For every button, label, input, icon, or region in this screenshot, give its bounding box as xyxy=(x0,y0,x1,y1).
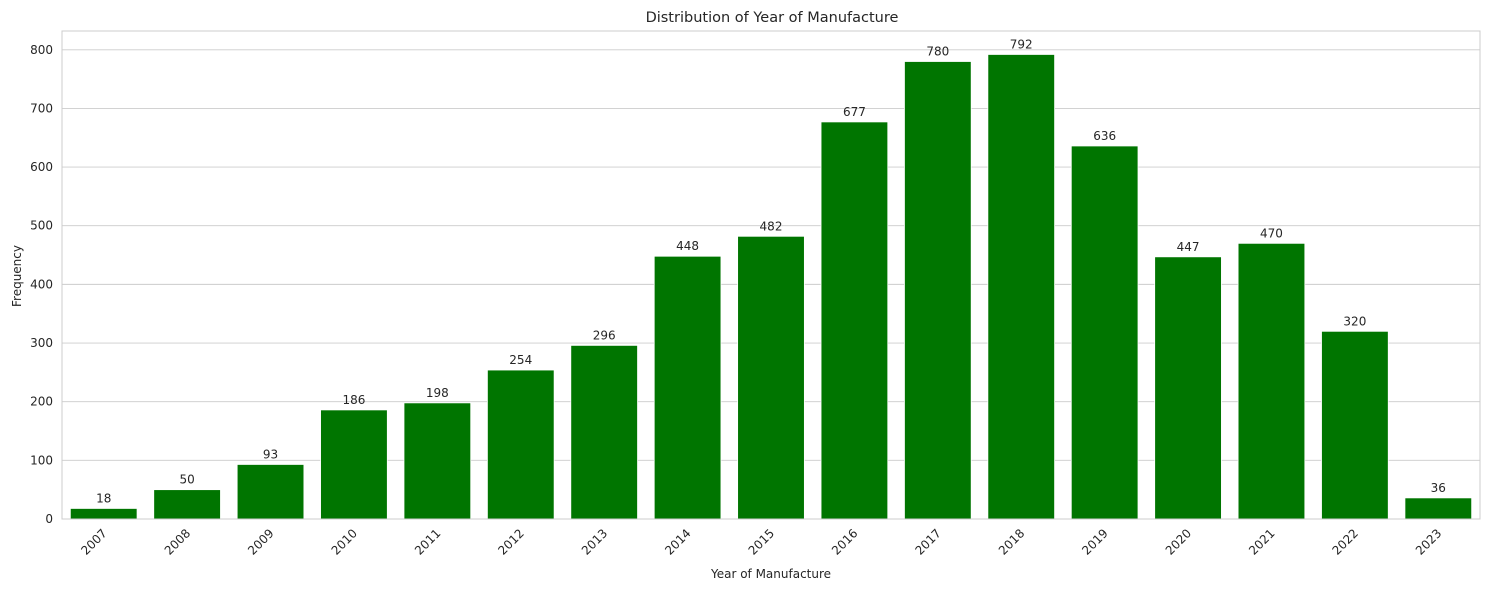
y-tick-label: 700 xyxy=(30,101,53,115)
bar-2009 xyxy=(236,464,305,520)
chart-title: Distribution of Year of Manufacture xyxy=(646,10,899,26)
y-tick-label: 0 xyxy=(45,512,53,526)
bar-2012 xyxy=(486,369,555,520)
x-tick-label-2016: 2016 xyxy=(829,526,860,557)
data-label-2016: 677 xyxy=(843,105,866,119)
data-label-2023: 36 xyxy=(1431,481,1446,495)
data-label-2011: 198 xyxy=(426,386,449,400)
data-label-2020: 447 xyxy=(1177,240,1200,254)
bar-2014 xyxy=(653,255,722,520)
x-axis-label: Year of Manufacture xyxy=(710,567,831,581)
x-tick-label-2015: 2015 xyxy=(746,526,777,557)
x-axis-ticks: 2007 2008 2009 2010 2011 2012 2013 2014 2015 2016… xyxy=(78,526,1444,557)
bar-2019 xyxy=(1070,145,1139,520)
y-tick-label: 400 xyxy=(30,277,53,291)
bar-2013 xyxy=(570,344,638,520)
bar-2023 xyxy=(1404,497,1473,520)
x-tick-label-2007: 2007 xyxy=(78,526,109,557)
data-label-2014: 448 xyxy=(676,239,699,253)
x-tick-label-2014: 2014 xyxy=(662,526,693,557)
data-label-2012: 254 xyxy=(509,353,532,367)
bar-2017 xyxy=(904,61,972,520)
y-tick-label: 500 xyxy=(30,219,53,233)
y-tick-label: 800 xyxy=(30,43,53,57)
data-label-2007: 18 xyxy=(96,491,111,505)
bar-2007 xyxy=(69,508,138,520)
x-tick-label-2022: 2022 xyxy=(1330,526,1361,557)
x-tick-label-2021: 2021 xyxy=(1246,526,1277,557)
data-label-2015: 482 xyxy=(760,219,783,233)
data-label-2017: 780 xyxy=(926,45,949,59)
bars xyxy=(69,54,1473,520)
bar-2020 xyxy=(1154,256,1222,520)
data-label-2018: 792 xyxy=(1010,37,1033,51)
x-tick-label-2008: 2008 xyxy=(162,526,193,557)
y-axis-label: Frequency xyxy=(10,245,24,307)
bar-2021 xyxy=(1237,242,1306,520)
bar-2015 xyxy=(737,235,805,520)
x-tick-label-2023: 2023 xyxy=(1413,526,1444,557)
data-label-2010: 186 xyxy=(342,393,365,407)
x-tick-label-2012: 2012 xyxy=(495,526,526,557)
data-labels: 18 50 93 186 198 254 296 448 482 677 780 792 636 447 4… xyxy=(96,37,1446,505)
x-tick-label-2010: 2010 xyxy=(329,526,360,557)
bar-2008 xyxy=(153,489,221,520)
data-label-2013: 296 xyxy=(593,328,616,342)
y-tick-label: 600 xyxy=(30,160,53,174)
data-label-2008: 50 xyxy=(179,473,194,487)
x-tick-label-2018: 2018 xyxy=(996,526,1027,557)
x-tick-label-2011: 2011 xyxy=(412,526,443,557)
bar-2016 xyxy=(820,121,889,520)
data-label-2022: 320 xyxy=(1343,314,1366,328)
bar-2011 xyxy=(403,402,472,520)
y-axis-ticks: 0 100 200 300 400 500 600 700 800 xyxy=(30,43,53,526)
x-tick-label-2013: 2013 xyxy=(579,526,610,557)
y-tick-label: 300 xyxy=(30,336,53,350)
x-tick-label-2020: 2020 xyxy=(1163,526,1194,557)
plot-frame xyxy=(61,30,1481,520)
data-label-2019: 636 xyxy=(1093,129,1116,143)
x-tick-label-2019: 2019 xyxy=(1079,526,1110,557)
y-tick-label: 100 xyxy=(30,453,53,467)
x-tick-label-2017: 2017 xyxy=(912,526,943,557)
data-label-2009: 93 xyxy=(263,447,278,461)
y-tick-label: 200 xyxy=(30,395,53,409)
bar-2010 xyxy=(320,409,388,520)
bar-2022 xyxy=(1321,330,1389,520)
data-label-2021: 470 xyxy=(1260,226,1283,240)
bar-2018 xyxy=(987,54,1056,520)
x-tick-label-2009: 2009 xyxy=(245,526,276,557)
